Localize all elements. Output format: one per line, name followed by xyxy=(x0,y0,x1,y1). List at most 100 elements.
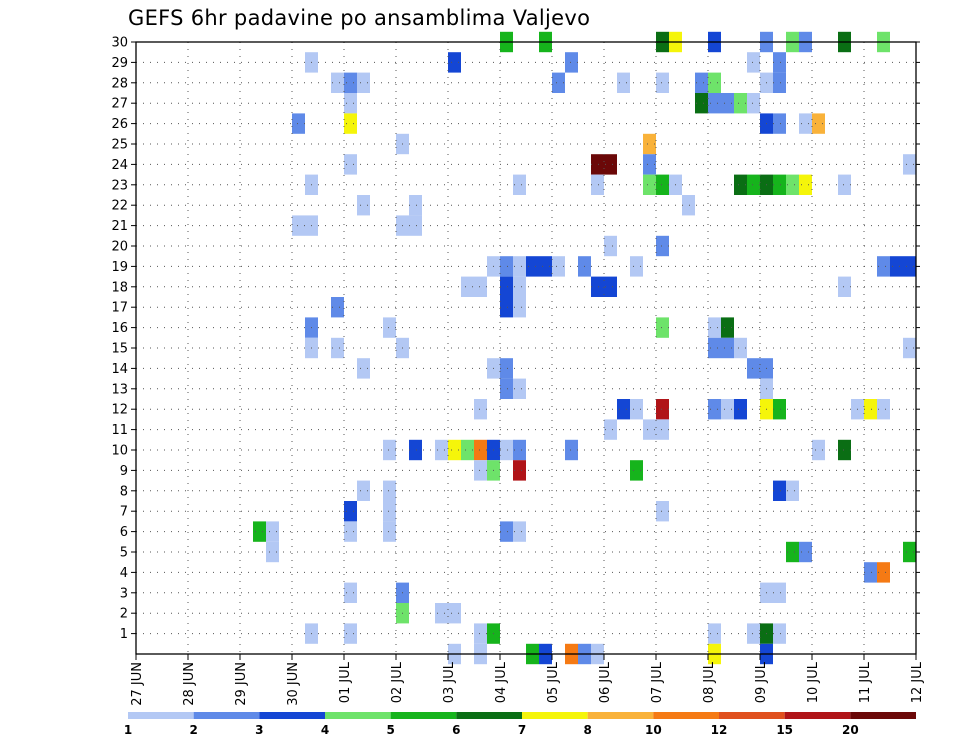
heatmap-cell xyxy=(617,72,630,93)
y-tick-label: 28 xyxy=(111,76,128,91)
heatmap-cell xyxy=(409,215,422,236)
colorbar-label: 7 xyxy=(518,723,526,737)
heatmap-cell xyxy=(773,72,786,93)
heatmap-cell xyxy=(344,93,357,114)
y-tick-label: 20 xyxy=(111,240,128,255)
heatmap-cell xyxy=(656,72,669,93)
y-tick-label: 24 xyxy=(111,158,128,173)
heatmap-cell xyxy=(604,154,617,175)
heatmap-cell xyxy=(292,215,305,236)
heatmap-cell xyxy=(656,174,669,195)
heatmap-cell xyxy=(357,72,370,93)
heatmap-cell xyxy=(474,399,487,420)
y-tick-label: 14 xyxy=(111,362,128,377)
y-tick-label: 30 xyxy=(111,36,128,51)
heatmap-cell xyxy=(500,276,513,297)
heatmap-cell xyxy=(643,419,656,440)
heatmap-cell xyxy=(435,439,448,461)
y-tick-label: 21 xyxy=(111,219,128,234)
heatmap-cell xyxy=(604,235,617,257)
colorbar-swatch xyxy=(587,712,654,719)
heatmap-cell xyxy=(734,337,747,359)
heatmap-cell xyxy=(474,623,487,644)
y-tick-label: 26 xyxy=(111,117,128,132)
heatmap-cell xyxy=(526,256,539,277)
x-axis: 27 JUN 28 JUN 29 JUN 30 JUN 01 JUL 02 JUL 03 J… xyxy=(130,654,925,706)
heatmap-cell xyxy=(266,521,279,542)
heatmap-cell xyxy=(461,439,474,461)
heatmap-cell xyxy=(344,154,357,175)
y-tick-label: 10 xyxy=(111,444,128,459)
heatmap-cell xyxy=(344,521,357,542)
colorbar-swatch xyxy=(259,712,325,719)
x-tick-label: 05 JUL xyxy=(546,661,561,703)
heatmap-cell xyxy=(721,337,734,359)
heatmap-cell xyxy=(643,133,656,155)
heatmap-cell xyxy=(747,52,760,73)
y-tick-label: 27 xyxy=(111,97,128,112)
heatmap-cell xyxy=(708,623,721,644)
heatmap-cell xyxy=(604,419,617,440)
x-tick-label: 30 JUN xyxy=(286,662,301,706)
y-tick-label: 29 xyxy=(111,56,128,71)
heatmap-cell xyxy=(565,439,578,461)
colorbar-label: 20 xyxy=(842,723,859,737)
heatmap-cell xyxy=(786,480,799,501)
y-tick-label: 13 xyxy=(111,382,128,397)
heatmap-cell xyxy=(838,174,851,195)
x-tick-label: 04 JUL xyxy=(494,661,509,703)
heatmap-cell xyxy=(747,93,760,114)
heatmap-cell xyxy=(591,154,604,175)
heatmap-cell xyxy=(812,439,825,461)
heatmap-cell xyxy=(708,93,721,114)
heatmap-cell xyxy=(344,113,357,134)
y-tick-label: 9 xyxy=(120,464,128,479)
heatmap-cell xyxy=(877,256,890,277)
heatmap-cell xyxy=(513,460,526,481)
colorbar-swatch xyxy=(390,712,457,719)
y-tick-label: 12 xyxy=(111,403,128,418)
heatmap-cell xyxy=(500,439,513,461)
heatmap-cell xyxy=(552,256,565,277)
heatmap-cell xyxy=(799,174,812,195)
y-tick-label: 3 xyxy=(120,586,128,601)
heatmap-cell xyxy=(266,541,279,563)
cells-layer xyxy=(253,31,916,665)
heatmap-cell xyxy=(734,174,747,195)
heatmap-cell xyxy=(383,317,396,338)
colorbar-label: 2 xyxy=(189,723,197,737)
heatmap-cell xyxy=(604,276,617,297)
colorbar-label: 3 xyxy=(255,723,263,737)
heatmap-cell xyxy=(513,256,526,277)
heatmap-cell xyxy=(253,521,266,542)
heatmap-cell xyxy=(630,256,643,277)
heatmap-cell xyxy=(799,541,812,563)
heatmap-cell xyxy=(435,603,448,624)
y-tick-label: 22 xyxy=(111,199,128,214)
heatmap-cell xyxy=(513,297,526,318)
heatmap-cell xyxy=(357,358,370,379)
y-tick-label: 1 xyxy=(120,627,128,642)
heatmap-cell xyxy=(344,623,357,644)
heatmap-cell xyxy=(448,603,461,624)
heatmap-cell xyxy=(643,154,656,175)
heatmap-cell xyxy=(591,174,604,195)
heatmap-cell xyxy=(903,154,916,175)
heatmap-cell xyxy=(513,439,526,461)
heatmap-cell xyxy=(474,276,487,297)
heatmap-cell xyxy=(656,399,669,420)
colorbar-swatch xyxy=(784,712,851,719)
heatmap-cell xyxy=(877,399,890,420)
colorbar-swatch xyxy=(456,712,522,719)
chart-title: GEFS 6hr padavine po ansamblima Valjevo xyxy=(128,6,591,30)
y-tick-label: 15 xyxy=(111,342,128,357)
heatmap-cell xyxy=(500,256,513,277)
heatmap-cell xyxy=(513,378,526,399)
heatmap-cell xyxy=(500,358,513,379)
heatmap-cell xyxy=(721,399,734,420)
heatmap-cell xyxy=(773,113,786,134)
heatmap-cell xyxy=(734,399,747,420)
heatmap-cell xyxy=(721,317,734,338)
colorbar-swatch xyxy=(653,712,719,719)
